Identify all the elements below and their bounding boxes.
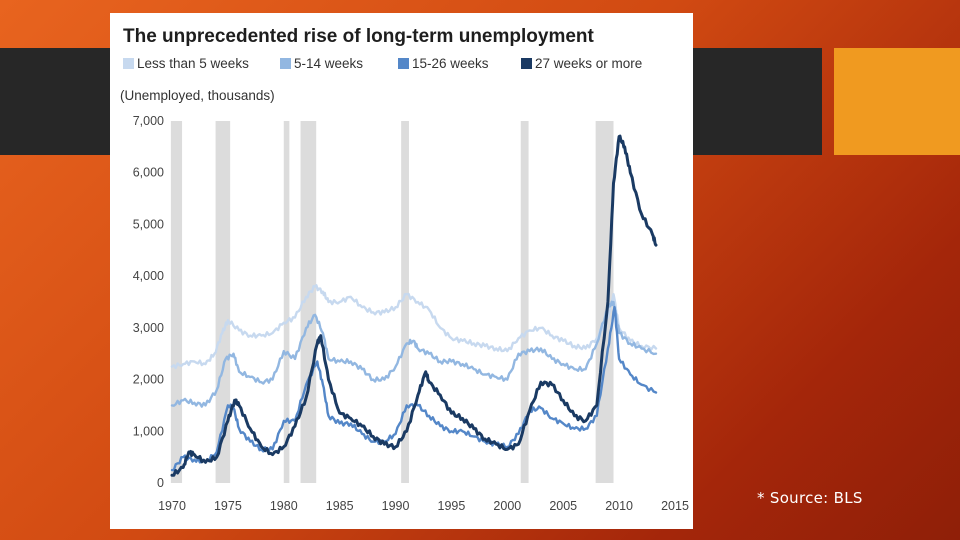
axis-ticks: 0 1,000 2,000 3,000 4,000 5,000 6,000 7,000 1970… (133, 114, 689, 513)
x-tick-label: 1990 (382, 499, 410, 513)
legend-label-less-than-5-weeks: Less than 5 weeks (137, 56, 249, 71)
legend-label-15-26-weeks: 15-26 weeks (412, 56, 489, 71)
recession-band (283, 121, 290, 483)
legend: Less than 5 weeks 5-14 weeks 15-26 weeks… (123, 56, 642, 71)
x-tick-label: 2010 (605, 499, 633, 513)
y-tick-label: 7,000 (133, 114, 164, 128)
y-tick-label: 5,000 (133, 217, 164, 231)
x-tick-label: 1980 (270, 499, 298, 513)
series-line-27-weeks-or-more (170, 134, 658, 477)
x-tick-label: 2000 (493, 499, 521, 513)
x-tick-label: 1975 (214, 499, 242, 513)
recession-band (520, 121, 529, 483)
line-chart: The unprecedented rise of long-term unem… (120, 26, 689, 513)
y-axis-label: (Unemployed, thousands) (120, 88, 275, 103)
source-note: * Source: BLS (757, 489, 863, 507)
x-tick-label: 1995 (438, 499, 466, 513)
recession-band (170, 121, 183, 483)
chart-panel: The unprecedented rise of long-term unem… (110, 13, 693, 529)
legend-swatch-27-weeks-or-more (521, 58, 532, 69)
legend-swatch-5-14-weeks (280, 58, 291, 69)
legend-label-5-14-weeks: 5-14 weeks (294, 56, 363, 71)
x-tick-label: 2015 (661, 499, 689, 513)
series-lines (170, 134, 658, 477)
chart-title: The unprecedented rise of long-term unem… (123, 26, 595, 47)
y-tick-label: 4,000 (133, 269, 164, 283)
y-tick-label: 2,000 (133, 373, 164, 387)
title-band-accent (834, 48, 960, 155)
y-tick-label: 1,000 (133, 424, 164, 438)
recession-band (401, 121, 409, 483)
y-tick-label: 0 (157, 476, 164, 490)
x-tick-label: 2005 (549, 499, 577, 513)
recession-bands (170, 121, 614, 483)
series-line-less-than-5-weeks (170, 284, 658, 370)
x-tick-label: 1970 (158, 499, 186, 513)
legend-label-27-weeks-or-more: 27 weeks or more (535, 56, 642, 71)
series-line-15-26-weeks (170, 306, 658, 472)
legend-swatch-less-than-5-weeks (123, 58, 134, 69)
series-line-5-14-weeks (170, 300, 658, 408)
y-tick-label: 6,000 (133, 166, 164, 180)
legend-swatch-15-26-weeks (398, 58, 409, 69)
x-tick-label: 1985 (326, 499, 354, 513)
recession-band (215, 121, 231, 483)
y-tick-label: 3,000 (133, 321, 164, 335)
